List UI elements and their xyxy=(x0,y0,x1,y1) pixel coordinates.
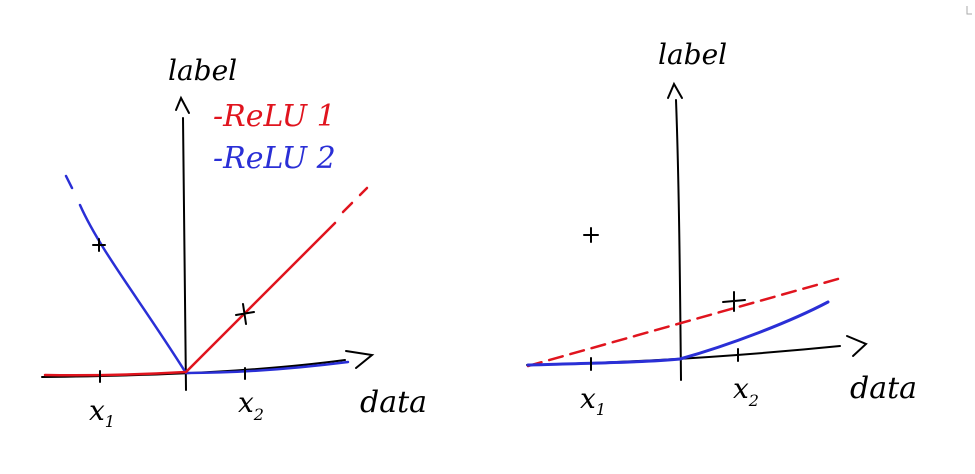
left-tick-label-x1: x1 xyxy=(89,394,115,431)
right-y-axis xyxy=(675,99,682,381)
right-relu1-dashed xyxy=(526,275,847,368)
left-x-axis-arrowhead xyxy=(345,350,375,369)
left-y-axis-label: label xyxy=(168,54,237,87)
left-panel: label data x1 x2 -ReLU 1 -ReLU 2 xyxy=(41,54,427,431)
left-y-axis-arrowhead xyxy=(175,95,190,114)
legend-relu1: -ReLU 1 xyxy=(213,99,336,134)
right-relu2-curve xyxy=(526,300,830,367)
left-y-axis xyxy=(182,117,187,391)
legend-relu2: -ReLU 2 xyxy=(213,141,336,176)
right-data-point-1 xyxy=(583,227,599,243)
left-data-point-2 xyxy=(235,303,255,325)
right-y-axis-label: label xyxy=(658,38,727,71)
right-x-axis-label: data xyxy=(850,371,917,406)
right-tick-label-x1: x1 xyxy=(580,382,606,419)
left-x-axis-label: data xyxy=(360,385,427,420)
right-data-point-2 xyxy=(722,291,746,312)
left-tick-label-x2: x2 xyxy=(238,386,264,424)
corner-mark xyxy=(966,6,972,15)
right-panel: label data x1 x2 xyxy=(526,38,917,419)
right-x-axis-arrowhead xyxy=(846,335,868,357)
right-tick-label-x2: x2 xyxy=(733,372,759,410)
left-relu1-curve xyxy=(43,221,337,377)
left-relu2-curve xyxy=(78,203,350,375)
left-relu1-dashed-tail xyxy=(341,186,369,214)
left-data-point-1 xyxy=(92,238,106,252)
right-y-axis-arrowhead xyxy=(667,81,683,99)
right-x-axis xyxy=(526,345,841,366)
left-relu2-dashed-tail xyxy=(64,174,74,190)
